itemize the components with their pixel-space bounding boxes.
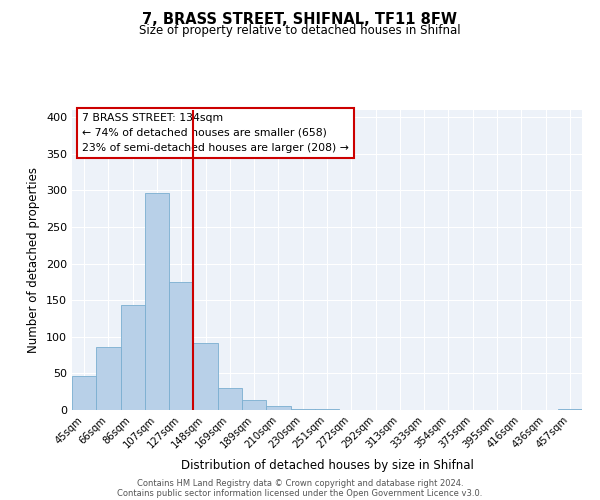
Bar [72,376,96,410]
Y-axis label: Number of detached properties: Number of detached properties [28,167,40,353]
Text: Contains HM Land Registry data © Crown copyright and database right 2024.: Contains HM Land Registry data © Crown c… [137,478,463,488]
Text: 7, BRASS STREET, SHIFNAL, TF11 8FW: 7, BRASS STREET, SHIFNAL, TF11 8FW [143,12,458,28]
Bar [169,282,193,410]
Bar [290,408,315,410]
Bar [121,304,145,410]
Text: Size of property relative to detached houses in Shifnal: Size of property relative to detached ho… [139,24,461,37]
Text: 7 BRASS STREET: 134sqm
← 74% of detached houses are smaller (658)
23% of semi-de: 7 BRASS STREET: 134sqm ← 74% of detached… [82,113,349,152]
Bar [218,388,242,410]
Bar [145,194,169,410]
X-axis label: Distribution of detached houses by size in Shifnal: Distribution of detached houses by size … [181,459,473,472]
Text: Contains public sector information licensed under the Open Government Licence v3: Contains public sector information licen… [118,488,482,498]
Bar [242,400,266,410]
Bar [266,406,290,410]
Bar [193,344,218,410]
Bar [96,347,121,410]
Bar [558,408,582,410]
